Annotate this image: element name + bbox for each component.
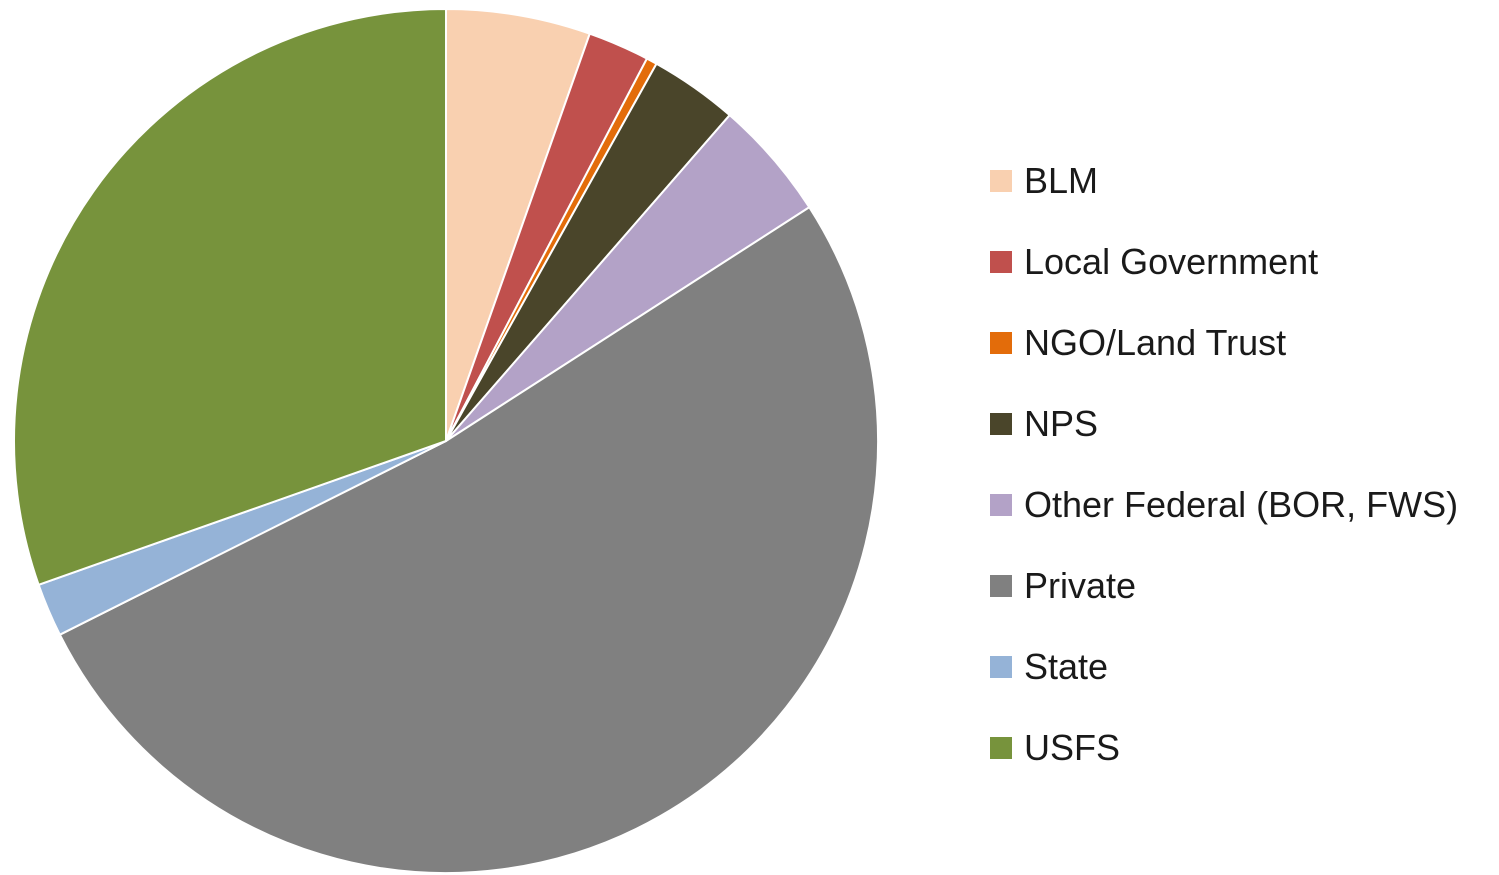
legend-swatch xyxy=(990,493,1012,516)
legend-label: Other Federal (BOR, FWS) xyxy=(1024,483,1459,525)
legend-label: USFS xyxy=(1024,726,1121,768)
pie-slice-private xyxy=(58,206,879,875)
legend-label: Local Government xyxy=(1024,240,1319,282)
pie-slice-blm xyxy=(445,8,591,442)
legend-swatch xyxy=(990,736,1012,759)
legend-item-private: Private xyxy=(990,545,1495,626)
legend-swatch xyxy=(990,655,1012,678)
legend-swatch xyxy=(990,169,1012,192)
legend-swatch xyxy=(990,331,1012,354)
legend-item-usfs: USFS xyxy=(990,707,1495,788)
legend-swatch xyxy=(990,412,1012,435)
legend-label: BLM xyxy=(1024,159,1099,201)
legend-label: Private xyxy=(1024,564,1137,606)
legend-item-local-government: Local Government xyxy=(990,221,1495,302)
legend: BLM Local Government NGO/Land Trust NPS Othe… xyxy=(990,140,1495,788)
legend-item-state: State xyxy=(990,626,1495,707)
legend-label: NPS xyxy=(1024,402,1099,444)
legend-item-other-federal-bor-fws: Other Federal (BOR, FWS) xyxy=(990,464,1495,545)
legend-swatch xyxy=(990,250,1012,273)
pie-plot-area xyxy=(13,8,879,875)
pie-slice-usfs xyxy=(13,8,447,586)
legend-item-blm: BLM xyxy=(990,140,1495,221)
legend-item-ngo-land-trust: NGO/Land Trust xyxy=(990,302,1495,383)
legend-label: State xyxy=(1024,645,1109,687)
legend-label: NGO/Land Trust xyxy=(1024,321,1287,363)
legend-swatch xyxy=(990,574,1012,597)
legend-item-nps: NPS xyxy=(990,383,1495,464)
